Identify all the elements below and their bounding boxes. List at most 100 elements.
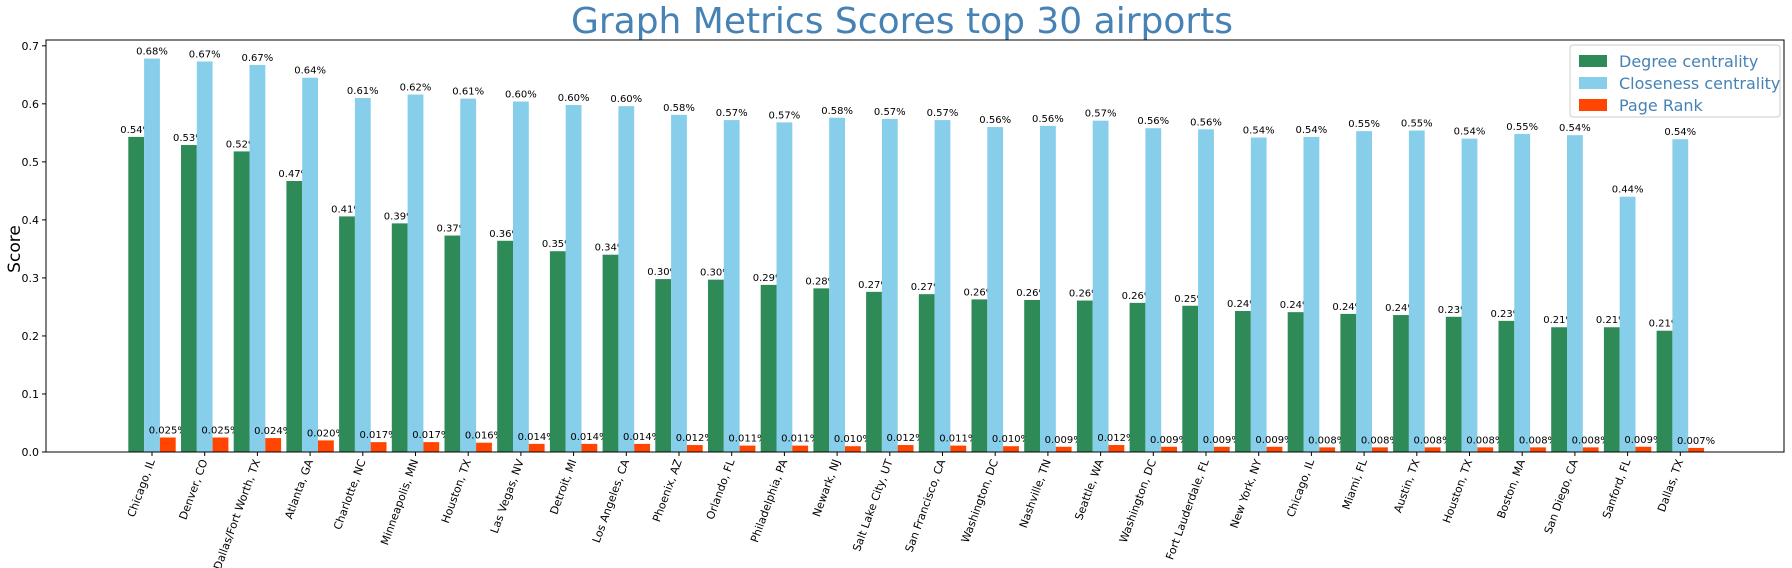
bar-1-10 bbox=[671, 114, 687, 453]
data-label-2-6: 0.016% bbox=[465, 431, 503, 442]
bar-0-9 bbox=[602, 254, 619, 452]
bar-2-12 bbox=[792, 445, 809, 452]
data-label-0-25: 0.23% bbox=[1438, 305, 1470, 316]
data-label-0-13: 0.28% bbox=[805, 276, 837, 287]
data-label-0-10: 0.30% bbox=[647, 267, 679, 278]
bar-0-6 bbox=[444, 235, 461, 452]
data-label-1-20: 0.56% bbox=[1190, 117, 1222, 128]
legend-label-0: Degree centrality bbox=[1619, 52, 1758, 71]
bar-2-16 bbox=[1003, 446, 1019, 452]
data-label-2-29: 0.007% bbox=[1677, 436, 1715, 447]
x-tick-label-26: Boston, MA bbox=[1495, 457, 1529, 520]
bar-2-28 bbox=[1635, 446, 1652, 452]
data-label-2-24: 0.008% bbox=[1414, 435, 1452, 446]
bar-2-19 bbox=[1161, 446, 1177, 452]
data-label-0-18: 0.26% bbox=[1069, 289, 1101, 300]
data-label-0-26: 0.23% bbox=[1491, 309, 1523, 320]
bar-2-27 bbox=[1582, 447, 1599, 452]
x-tick-label-6: Houston, TX bbox=[439, 457, 474, 525]
bar-1-22 bbox=[1303, 136, 1320, 452]
bar-2-18 bbox=[1108, 445, 1125, 452]
bar-1-25 bbox=[1461, 138, 1478, 452]
bar-1-12 bbox=[776, 122, 793, 453]
bar-0-19 bbox=[1129, 302, 1146, 452]
bar-1-16 bbox=[987, 127, 1004, 453]
bar-2-7 bbox=[528, 443, 545, 452]
bar-0-8 bbox=[549, 251, 566, 452]
data-label-1-26: 0.55% bbox=[1506, 122, 1538, 133]
x-tick-label-3: Atlanta, GA bbox=[282, 457, 316, 521]
bar-2-2 bbox=[265, 438, 282, 452]
data-label-0-16: 0.26% bbox=[964, 287, 996, 298]
bar-2-17 bbox=[1055, 446, 1072, 452]
data-label-2-11: 0.011% bbox=[728, 434, 766, 445]
bar-0-23 bbox=[1340, 313, 1357, 452]
data-label-0-29: 0.21% bbox=[1649, 319, 1681, 330]
data-label-0-23: 0.24% bbox=[1332, 302, 1364, 313]
data-label-1-11: 0.57% bbox=[716, 108, 748, 119]
x-tick-label-5: Minneapolis, MN bbox=[378, 458, 421, 547]
bar-2-13 bbox=[845, 446, 861, 452]
bar-0-25 bbox=[1445, 316, 1462, 452]
y-tick-label-3: 0.3 bbox=[22, 272, 40, 285]
data-label-2-20: 0.009% bbox=[1203, 435, 1241, 446]
bar-1-1 bbox=[196, 61, 213, 452]
bar-2-22 bbox=[1319, 447, 1336, 452]
bar-2-0 bbox=[159, 437, 176, 452]
data-label-1-4: 0.61% bbox=[347, 86, 379, 97]
x-tick-label-17: Nashville, TN bbox=[1017, 458, 1054, 530]
legend-swatch-2 bbox=[1579, 99, 1607, 111]
data-label-0-5: 0.39% bbox=[384, 211, 416, 222]
y-tick-label-1: 0.1 bbox=[22, 388, 40, 401]
x-tick-label-23: Miami, FL bbox=[1340, 457, 1370, 512]
data-label-1-15: 0.57% bbox=[927, 108, 959, 119]
y-tick-label-6: 0.6 bbox=[22, 98, 40, 111]
bar-1-20 bbox=[1198, 129, 1214, 452]
data-label-1-5: 0.62% bbox=[400, 83, 432, 94]
data-label-1-2: 0.67% bbox=[242, 53, 274, 64]
x-tick-label-25: Houston, TX bbox=[1440, 457, 1475, 525]
data-label-2-23: 0.008% bbox=[1361, 435, 1399, 446]
chart-title: Graph Metrics Scores top 30 airports bbox=[571, 1, 1233, 42]
bar-2-25 bbox=[1477, 447, 1494, 452]
data-label-0-19: 0.26% bbox=[1122, 291, 1154, 302]
data-label-0-12: 0.29% bbox=[753, 273, 785, 284]
data-label-1-22: 0.54% bbox=[1296, 125, 1328, 136]
x-tick-label-15: San Francisco, CA bbox=[903, 457, 949, 554]
bar-1-6 bbox=[460, 98, 477, 452]
data-label-2-17: 0.009% bbox=[1045, 435, 1083, 446]
data-label-1-12: 0.57% bbox=[769, 110, 801, 121]
bar-1-5 bbox=[407, 94, 424, 452]
bar-1-21 bbox=[1250, 137, 1267, 453]
y-axis-label: Score bbox=[5, 225, 25, 273]
x-tick-label-13: Newark, NJ bbox=[810, 458, 843, 519]
data-label-2-3: 0.020% bbox=[307, 428, 345, 439]
data-label-1-18: 0.57% bbox=[1085, 109, 1117, 120]
data-label-2-14: 0.012% bbox=[887, 433, 925, 444]
data-label-0-22: 0.24% bbox=[1280, 300, 1312, 311]
legend: Degree centrality Closeness centrality Pag… bbox=[1569, 44, 1781, 118]
data-label-0-6: 0.37% bbox=[437, 224, 469, 235]
bar-2-21 bbox=[1266, 446, 1283, 452]
x-tick-label-24: Austin, TX bbox=[1391, 457, 1422, 514]
y-tick-label-5: 0.5 bbox=[22, 156, 40, 169]
y-tick-label-7: 0.7 bbox=[22, 40, 40, 53]
data-label-1-7: 0.60% bbox=[505, 90, 537, 101]
x-tick-label-8: Detroit, MI bbox=[547, 458, 579, 517]
bar-2-1 bbox=[212, 437, 229, 452]
data-label-1-9: 0.60% bbox=[610, 94, 642, 105]
bar-0-17 bbox=[1024, 299, 1040, 452]
plot-area: 0.0 0.1 0.2 0.3 0.4 0.5 0.6 0.7 0.54% 0.68% 0.025%… bbox=[22, 40, 1716, 568]
bar-0-5 bbox=[391, 223, 408, 452]
x-tick-label-10: Phoenix, AZ bbox=[650, 457, 685, 524]
x-tick-label-1: Denver, CO bbox=[177, 457, 211, 521]
x-tick-label-0: Chicago, IL bbox=[125, 457, 158, 519]
bar-0-13 bbox=[813, 288, 830, 452]
bar-1-17 bbox=[1040, 125, 1056, 453]
bar-1-23 bbox=[1356, 131, 1372, 452]
data-label-1-28: 0.44% bbox=[1612, 185, 1644, 196]
data-label-1-14: 0.57% bbox=[874, 107, 906, 118]
data-label-1-24: 0.55% bbox=[1401, 119, 1433, 130]
bar-1-14 bbox=[881, 118, 898, 453]
